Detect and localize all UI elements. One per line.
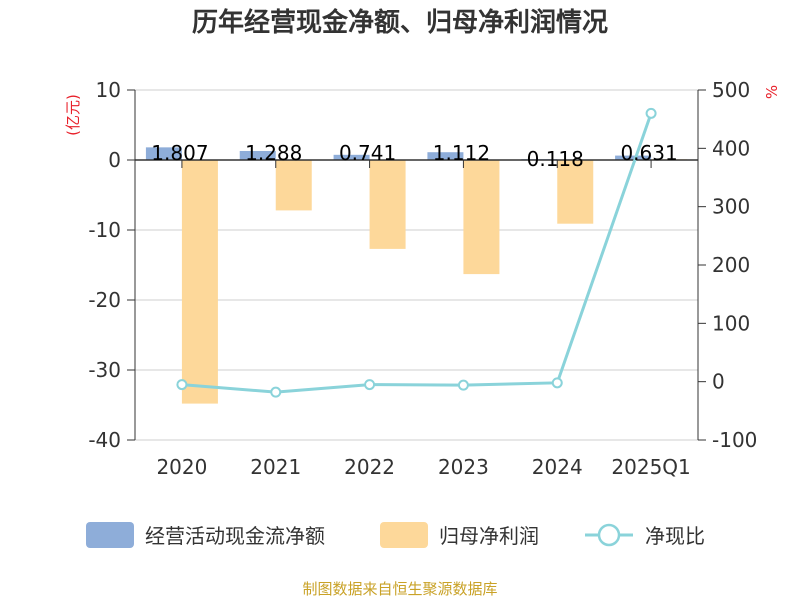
x-axis-category-label: 2021 [250, 455, 301, 479]
x-axis-category-label: 2023 [438, 455, 489, 479]
bars-group [145, 147, 688, 404]
right-axis-tick-label: 400 [712, 136, 750, 160]
legend[interactable]: 经营活动现金流净额 归母净利润 净现比 [86, 522, 705, 548]
data-source-note: 制图数据来自恒生聚源数据库 [302, 580, 498, 598]
left-axis-tick-label: 10 [96, 78, 121, 102]
cash-flow-bar [333, 154, 370, 160]
legend-swatch [380, 522, 428, 548]
right-axis-tick-label: 500 [712, 78, 750, 102]
right-axis-unit: % [763, 85, 781, 99]
net-cash-ratio-point [364, 379, 376, 391]
grid-lines [135, 89, 698, 441]
ratio-line-group [176, 107, 657, 398]
net-cash-ratio-point [645, 107, 657, 119]
net-profit-bar [181, 160, 218, 404]
right-axis-tick-label: 200 [712, 253, 750, 277]
x-axis-category-label: 2022 [344, 455, 395, 479]
left-axis-tick-label: -40 [88, 428, 121, 452]
data-labels-group: 1.807 1.288 0.741 1.112 0.118 0.631 [151, 141, 677, 171]
legend-label: 经营活动现金流净额 [145, 524, 325, 548]
net-profit-bar [275, 160, 312, 211]
legend-item[interactable]: 净现比 [585, 523, 705, 548]
legend-item[interactable]: 归母净利润 [380, 522, 539, 548]
net-cash-ratio-point [270, 386, 282, 398]
net-cash-ratio-point [176, 379, 188, 391]
cash-flow-data-label: 0.741 [339, 141, 396, 165]
cash-flow-data-label: 1.288 [245, 141, 302, 165]
right-axis-tick-label: 300 [712, 195, 750, 219]
cash-flow-bar [427, 152, 464, 160]
net-cash-ratio-point [551, 377, 563, 389]
x-axis-category-label: 2024 [532, 455, 583, 479]
cash-flow-data-label: 1.807 [151, 141, 208, 165]
left-axis-unit: (亿元) [64, 94, 82, 136]
left-axis-tick-label: -10 [88, 218, 121, 242]
cash-flow-data-label: 1.112 [433, 141, 490, 165]
net-cash-ratio-line [181, 112, 653, 394]
legend-swatch [86, 522, 134, 548]
x-axis-category-label: 2020 [156, 455, 207, 479]
cash-flow-data-label: 0.118 [527, 147, 584, 171]
left-axis-tick-label: 0 [108, 148, 121, 172]
cash-flow-bar [239, 150, 276, 160]
left-axis-tick-label: -20 [88, 288, 121, 312]
x-axis-category-label: 2025Q1 [611, 455, 690, 479]
legend-marker [597, 523, 621, 547]
right-axis-tick-label: -100 [712, 428, 757, 452]
right-axis-tick-label: 100 [712, 311, 750, 335]
cash-flow-bar [615, 155, 652, 160]
cash-flow-bar [145, 147, 182, 160]
cash-flow-data-label: 0.631 [620, 141, 677, 165]
net-cash-ratio-point [457, 379, 469, 391]
net-profit-bar [369, 160, 406, 249]
legend-label: 归母净利润 [439, 524, 539, 548]
right-axis-tick-label: 0 [712, 370, 725, 394]
legend-label: 净现比 [645, 524, 705, 548]
net-profit-bar [557, 160, 594, 224]
legend-item[interactable]: 经营活动现金流净额 [86, 522, 325, 548]
chart-title: 历年经营现金净额、归母净利润情况 [191, 8, 608, 38]
left-axis-tick-label: -30 [88, 358, 121, 382]
net-profit-bar [463, 160, 500, 275]
